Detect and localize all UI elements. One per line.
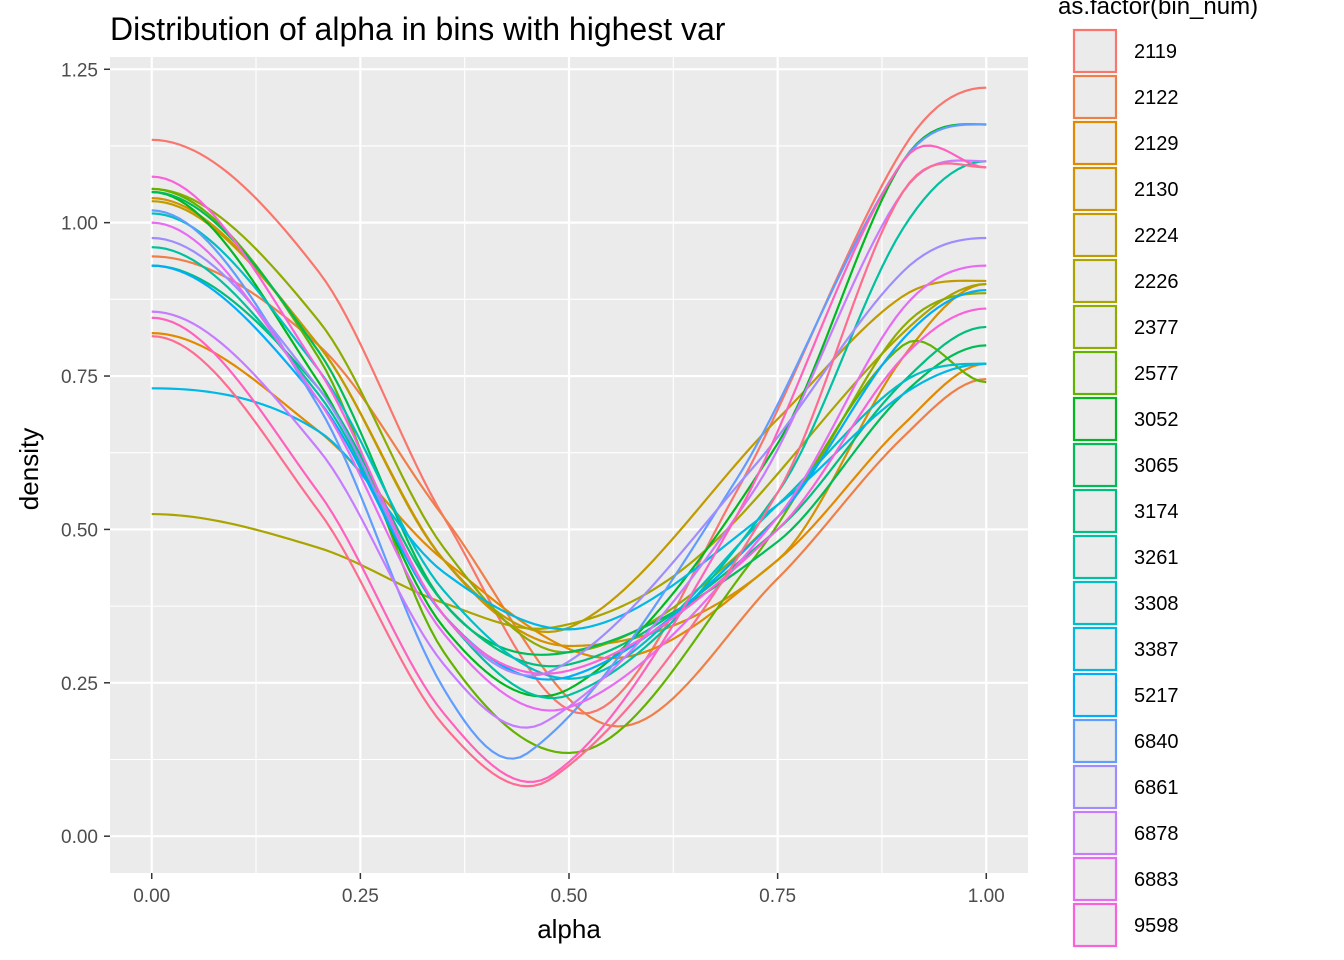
density-curve: [151, 236, 987, 677]
legend-label: 3261: [1134, 547, 1179, 569]
legend-key: [1072, 442, 1118, 488]
density-curve: [151, 144, 987, 783]
legend-title: as.factor(bin_num): [1058, 0, 1258, 20]
legend-key: [1072, 580, 1118, 626]
legend-label: 5217: [1134, 685, 1179, 707]
density-curve: [151, 282, 987, 630]
density-curve: [151, 264, 987, 681]
x-tick-label: 0.50: [551, 886, 588, 907]
density-curve: [151, 255, 987, 728]
y-axis-title: density: [14, 428, 44, 510]
density-curve: [151, 187, 987, 755]
legend-label: 3174: [1134, 501, 1179, 523]
density-curve: [151, 86, 987, 715]
legend-label: 2577: [1134, 363, 1179, 385]
chart-title: Distribution of alpha in bins with highe…: [110, 11, 726, 47]
x-tick-label: 0.00: [133, 886, 170, 907]
legend-label: 2377: [1134, 317, 1179, 339]
legend-key: [1072, 764, 1118, 810]
legend-key: [1072, 166, 1118, 212]
density-curve: [151, 212, 987, 680]
density-curve: [151, 221, 987, 712]
density-curve: [151, 162, 987, 788]
legend-label: 3052: [1134, 409, 1179, 431]
legend-key: [1072, 212, 1118, 258]
legend-label: 3387: [1134, 639, 1179, 661]
legend-label: 6840: [1134, 731, 1179, 753]
y-tick-label: 1.25: [61, 60, 98, 81]
legend-key: [1072, 902, 1118, 948]
x-tick-label: 0.75: [759, 886, 796, 907]
y-tick-label: 0.25: [61, 674, 98, 695]
legend-label: 2122: [1134, 87, 1179, 109]
legend-label: 6883: [1134, 869, 1179, 891]
legend-label: 2224: [1134, 225, 1179, 247]
legend-label: 2130: [1134, 179, 1179, 201]
density-curve: [151, 175, 987, 675]
legend-key: [1072, 672, 1118, 718]
legend-key: [1072, 718, 1118, 764]
density-curve: [151, 331, 987, 660]
legend-label: 6878: [1134, 823, 1179, 845]
x-tick-label: 0.25: [342, 886, 379, 907]
legend-label: 2226: [1134, 271, 1179, 293]
x-axis-title: alpha: [537, 914, 601, 944]
legend-key: [1072, 534, 1118, 580]
y-tick-label: 1.00: [61, 214, 98, 235]
legend-label: 2119: [1134, 41, 1177, 63]
legend-key: [1072, 396, 1118, 442]
density-curves: [151, 86, 987, 788]
legend-key: [1072, 810, 1118, 856]
legend-label: 3065: [1134, 455, 1179, 477]
y-axis: 0.00 0.25 0.50 0.75 1.00 1.25: [61, 60, 110, 848]
legend-key: [1072, 350, 1118, 396]
legend-key: [1072, 258, 1118, 304]
legend-label: 9598: [1134, 915, 1179, 937]
legend-label: 2129: [1134, 133, 1179, 155]
legend-key: [1072, 74, 1118, 120]
x-axis: 0.00 0.25 0.50 0.75 1.00: [133, 873, 1005, 907]
legend-key: [1072, 626, 1118, 672]
y-tick-label: 0.50: [61, 520, 98, 541]
legend-key: [1072, 304, 1118, 350]
legend-label: 6861: [1134, 777, 1179, 799]
x-tick-label: 1.00: [968, 886, 1005, 907]
y-tick-label: 0.00: [61, 827, 98, 848]
legend-key: [1072, 120, 1118, 166]
density-curve: [151, 123, 987, 698]
legend-key: [1072, 488, 1118, 534]
density-curve: [151, 264, 987, 668]
legend-key: [1072, 28, 1118, 74]
legend: as.factor(bin_num) 2119 2122 2129 2130 2224 2…: [1058, 0, 1258, 948]
density-curve: [151, 190, 987, 656]
y-tick-label: 0.75: [61, 367, 98, 388]
legend-key: [1072, 856, 1118, 902]
legend-label: 3308: [1134, 593, 1179, 615]
